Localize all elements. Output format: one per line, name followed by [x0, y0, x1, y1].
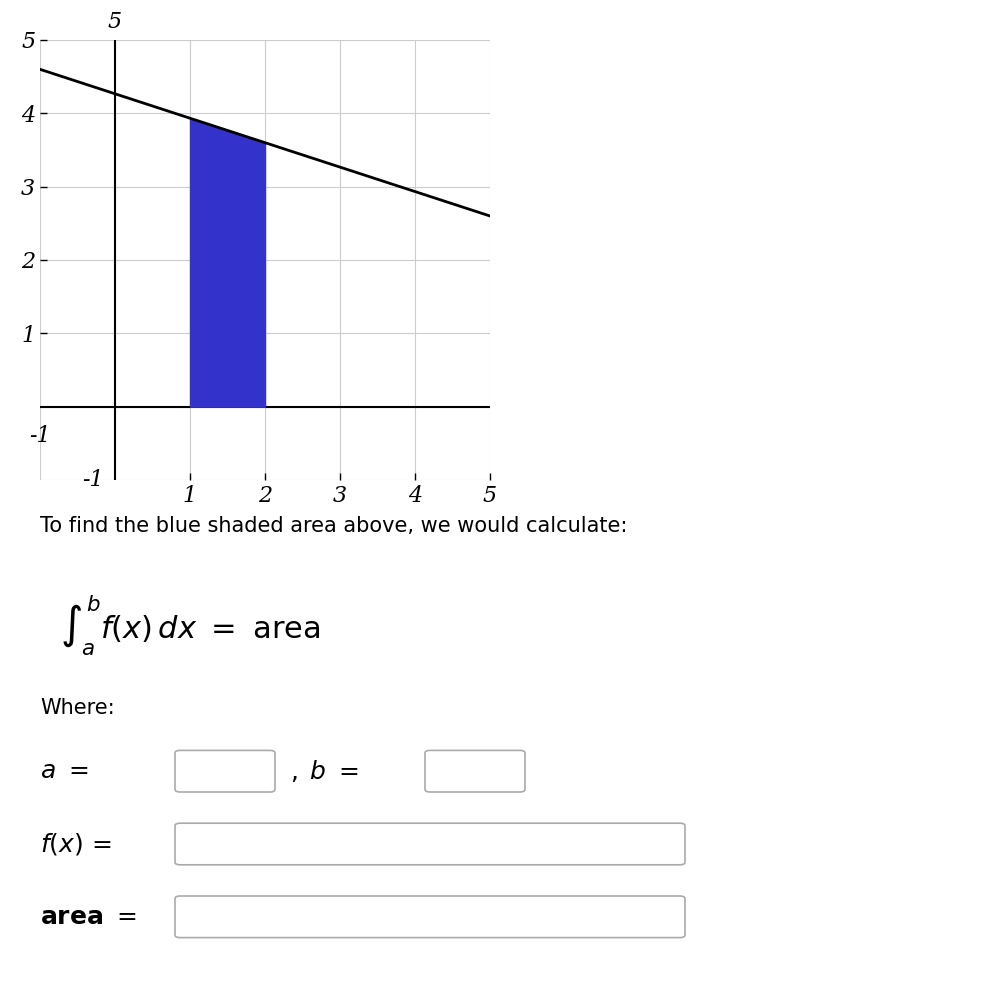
Text: -1: -1	[82, 469, 104, 491]
Text: $f(x)$ =: $f(x)$ =	[40, 831, 111, 857]
Text: -1: -1	[29, 425, 51, 447]
FancyBboxPatch shape	[425, 750, 525, 792]
Text: $a\ =$: $a\ =$	[40, 760, 89, 783]
Text: $\int_a^b f(x)\,dx\ =\ \mathrm{area}$: $\int_a^b f(x)\,dx\ =\ \mathrm{area}$	[60, 594, 320, 658]
FancyBboxPatch shape	[175, 750, 275, 792]
Text: 5: 5	[108, 11, 122, 33]
Text: To find the blue shaded area above, we would calculate:: To find the blue shaded area above, we w…	[40, 516, 627, 536]
Text: $\mathbf{area}\ =$: $\mathbf{area}\ =$	[40, 905, 136, 929]
FancyBboxPatch shape	[175, 823, 685, 865]
Text: $,\; b\ =$: $,\; b\ =$	[290, 758, 359, 784]
Text: Where:: Where:	[40, 698, 115, 718]
FancyBboxPatch shape	[175, 896, 685, 938]
